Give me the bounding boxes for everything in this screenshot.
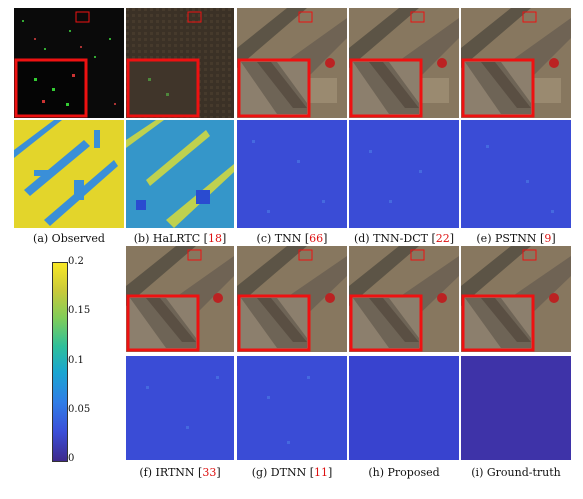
tnn-image — [237, 8, 347, 118]
proposed-error-map — [349, 356, 459, 460]
colorbar — [52, 262, 68, 462]
dtnn-error-map — [237, 356, 347, 460]
colorbar-tick: 0.15 — [68, 305, 91, 316]
halrtc-image — [126, 8, 234, 118]
colorbar-tick: 0.2 — [68, 256, 84, 267]
pstnn-error-map — [461, 120, 571, 228]
caption-observed: (a) Observed — [33, 232, 105, 245]
colorbar-tick: 0.05 — [68, 404, 91, 415]
irtnn-image — [126, 246, 234, 352]
observed-image — [14, 8, 124, 118]
caption-halrtc: (b) HaLRTC [18] — [133, 232, 227, 245]
observed-error-map — [14, 120, 124, 228]
caption-tnn-dct: (d) TNN-DCT [22] — [353, 232, 455, 245]
caption-proposed: (h) Proposed — [368, 466, 440, 479]
caption-irtnn: (f) IRTNN [33] — [139, 466, 221, 479]
caption-dtnn: (g) DTNN [11] — [251, 466, 333, 479]
pstnn-image — [461, 8, 571, 118]
colorbar-tick: 0 — [68, 453, 75, 464]
tnn-dct-image — [349, 8, 459, 118]
caption-ground-truth: (i) Ground-truth — [471, 466, 561, 479]
ground-truth-error-map — [461, 356, 571, 460]
tnn-error-map — [237, 120, 347, 228]
ground-truth-image — [461, 246, 571, 352]
halrtc-error-map — [126, 120, 234, 228]
dtnn-image — [237, 246, 347, 352]
colorbar-tick: 0.1 — [68, 355, 84, 366]
caption-pstnn: (e) PSTNN [9] — [476, 232, 556, 245]
tnn-dct-error-map — [349, 120, 459, 228]
irtnn-error-map — [126, 356, 234, 460]
caption-tnn: (c) TNN [66] — [256, 232, 328, 245]
proposed-image — [349, 246, 459, 352]
